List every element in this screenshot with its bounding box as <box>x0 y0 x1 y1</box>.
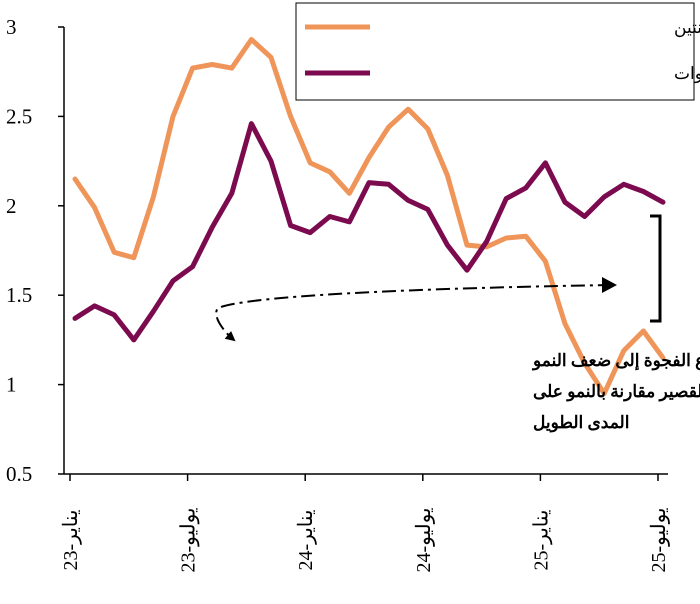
annotation-line-1: يشير اتساع الفجوة إلى ضعف النمو <box>531 351 700 371</box>
legend-label-2y: العائد الحقيقي لسندات الخزانة لسنتين <box>674 18 700 38</box>
x-tick-label: يناير-23 <box>60 510 82 571</box>
x-tick-label: يوليو-24 <box>413 507 435 572</box>
x-axis-ticks: يناير-23 يوليو-23 يناير-24 يوليو-24 يناير-25… <box>60 474 670 573</box>
gap-bracket <box>650 214 662 323</box>
legend-box <box>295 2 695 101</box>
annotation-line-3: المدى الطويل <box>533 413 629 433</box>
x-tick-label: يوليو-25 <box>648 507 670 572</box>
x-tick-label: يناير-25 <box>530 510 552 571</box>
y-tick-label: 2.5 <box>6 104 32 128</box>
legend-label-10y: العائد الحقيقي لسندات الخزانة لعشر سنوات <box>674 64 700 84</box>
x-tick-label: يوليو-23 <box>178 507 200 572</box>
y-tick-label: 3 <box>6 15 17 39</box>
series-line-2y-real-yield <box>72 37 666 396</box>
y-tick-label: 1 <box>6 373 17 397</box>
y-tick-label: 2 <box>6 194 17 218</box>
y-tick-label: 1.5 <box>6 283 32 307</box>
annotation-arrow-head-right <box>602 277 617 293</box>
legend: العائد الحقيقي لسندات الخزانة لسنتين الع… <box>295 2 700 101</box>
y-tick-label: 0.5 <box>6 462 32 486</box>
annotation-line-2: على المدى القصير مقارنة بالنمو على <box>533 382 700 402</box>
x-tick-label: يناير-24 <box>295 510 317 571</box>
y-axis-ticks: 0.5 1 1.5 2 2.5 3 <box>6 15 64 486</box>
annotation-arrow <box>215 284 613 342</box>
series-lines <box>72 37 666 396</box>
series-line-10y-real-yield <box>72 121 666 343</box>
